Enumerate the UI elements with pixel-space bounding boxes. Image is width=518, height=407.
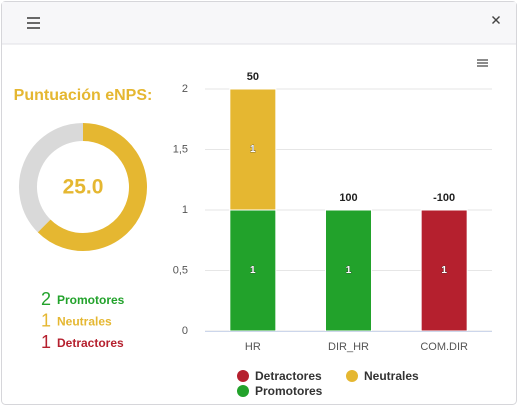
y-tick-label: 0,5 [173,264,188,276]
bar-segment [229,88,277,211]
x-tick-label: HR [245,341,261,353]
y-tick-label: 2 [182,83,188,95]
chart-menu-button[interactable] [477,59,488,67]
enps-score: 25.0 [63,176,104,199]
legend-item[interactable]: Detractores [237,369,322,383]
legend-swatch [237,385,249,397]
card-header [2,2,516,44]
legend-label: Neutrales [364,369,419,383]
menu-button[interactable] [27,17,40,29]
legend-swatch [346,370,358,382]
stack-label: 100 [339,192,357,204]
legend-item[interactable]: Neutrales [346,369,419,383]
gauge-segment [19,123,84,233]
enps-title: Puntuación eNPS: [14,87,153,104]
close-button[interactable] [492,16,500,24]
x-tick-label: DIR_HR [328,341,369,353]
count-label: Neutrales [57,315,112,329]
count-label: Detractores [57,336,124,350]
stack-label: 50 [247,71,259,83]
y-tick-label: 0 [182,325,188,337]
count-number: 2 [41,289,51,309]
data-label: 1 [250,144,256,155]
legend-label: Detractores [255,369,322,383]
stack-label: -100 [433,192,455,204]
bar-segment [325,209,372,332]
count-number: 1 [41,332,51,352]
data-label: 1 [441,265,447,276]
count-number: 1 [41,310,51,330]
legend-item[interactable]: Promotores [237,384,323,398]
gauge-segment [37,123,147,251]
y-tick-label: 1 [182,204,188,216]
bar-segment [420,209,468,332]
legend-swatch [237,370,249,382]
count-label: Promotores [57,293,125,307]
legend-label: Promotores [255,384,323,398]
x-tick-label: COM.DIR [420,341,468,353]
data-label: 1 [346,265,352,276]
data-label: 1 [250,265,256,276]
y-tick-label: 1,5 [173,143,188,155]
